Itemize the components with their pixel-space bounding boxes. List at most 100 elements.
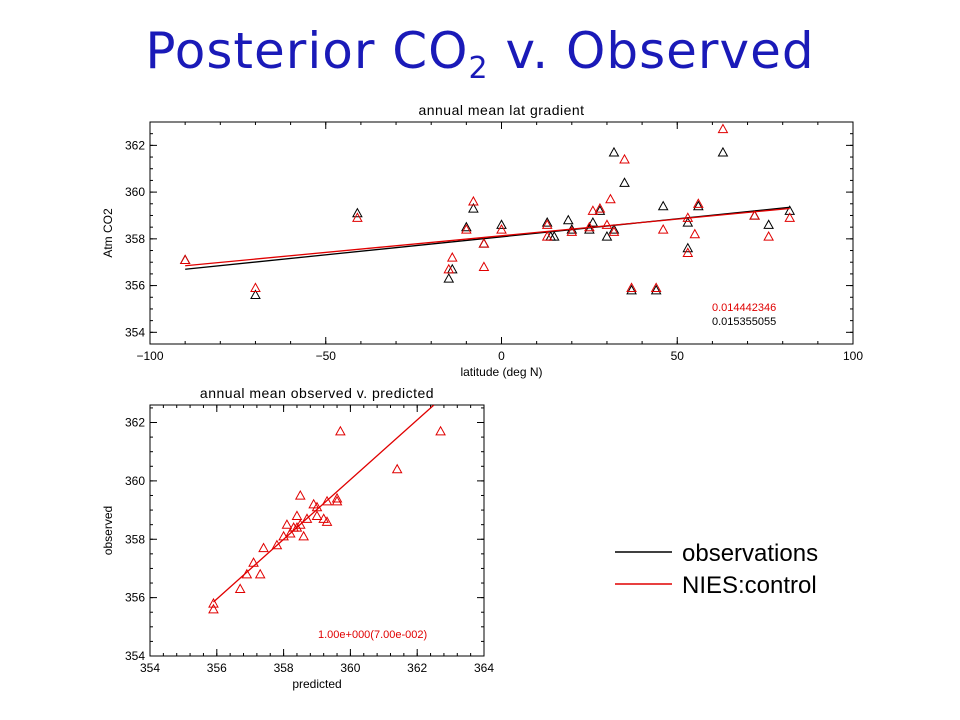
data-point-nies-control <box>294 519 306 529</box>
y-tick-label: 356 <box>125 279 145 293</box>
data-point-nies-control <box>601 219 613 229</box>
data-point-nies-control <box>284 527 296 538</box>
data-point-observations <box>626 284 637 295</box>
data-point-observations <box>179 254 191 264</box>
data-point-nies-control <box>566 226 578 236</box>
x-tick-label: 100 <box>843 349 863 363</box>
data-point-nies-control <box>541 230 553 241</box>
x-tick-label: 356 <box>207 661 227 675</box>
legend-label-nies-control: NIES:control <box>682 572 817 599</box>
y-axis-title: observed <box>101 506 115 555</box>
data-point-nies-control <box>478 261 490 271</box>
series-layer <box>208 405 446 614</box>
data-point-nies-control <box>179 254 191 264</box>
data-point-observations <box>594 205 606 215</box>
x-tick-label: −50 <box>316 349 337 363</box>
data-point-nies-control <box>291 522 303 532</box>
trend-line-nies-control <box>185 207 790 267</box>
data-point-observations <box>478 237 490 248</box>
title-main: Posterior CO <box>145 22 469 80</box>
x-tick-label: 358 <box>274 661 294 675</box>
data-point-nies-control <box>294 489 306 500</box>
data-point-nies-control <box>254 568 266 579</box>
data-point-nies-control <box>478 237 490 248</box>
data-point-nies-control <box>352 212 363 222</box>
y-tick-label: 360 <box>125 474 145 488</box>
data-point-observations <box>601 230 613 241</box>
plot-title: annual mean observed v. predicted <box>200 385 434 401</box>
data-point-nies-control <box>271 539 283 550</box>
data-point-observations <box>608 146 620 157</box>
data-point-observations <box>682 242 694 253</box>
data-point-observations <box>562 214 574 225</box>
data-point-nies-control <box>208 603 219 614</box>
data-point-nies-control <box>594 202 606 213</box>
data-point-nies-control <box>258 542 269 553</box>
x-tick-label: 354 <box>140 661 160 675</box>
title-subscript: 2 <box>468 51 489 86</box>
data-point-nies-control <box>311 510 323 521</box>
data-point-observations <box>443 273 455 283</box>
annotation-1: 1.00e+000(7.00e-002) <box>318 629 427 641</box>
data-point-observations <box>541 216 553 227</box>
y-tick-label: 362 <box>125 416 145 430</box>
data-point-nies-control <box>208 597 219 608</box>
y-tick-label: 360 <box>125 185 145 199</box>
data-point-observations <box>619 177 630 187</box>
data-point-observations <box>682 216 694 227</box>
data-point-nies-control <box>541 219 553 229</box>
data-point-nies-control <box>608 226 620 236</box>
data-point-nies-control <box>241 568 253 579</box>
data-point-nies-control <box>391 463 403 474</box>
plot-frame <box>149 404 485 657</box>
data-point-nies-control <box>605 193 616 204</box>
chart-2: annual mean observed v. predicted 354 356 3… <box>101 385 494 691</box>
data-point-nies-control <box>248 557 259 567</box>
data-point-nies-control <box>626 282 637 293</box>
data-point-observations <box>496 219 507 229</box>
data-point-nies-control <box>749 209 760 220</box>
data-point-observations <box>352 207 363 218</box>
data-point-nies-control <box>301 513 313 523</box>
data-point-observations <box>692 200 704 211</box>
data-point-observations <box>584 223 595 234</box>
data-point-observations <box>587 216 599 227</box>
y-axis-title: Atm CO2 <box>101 208 115 258</box>
data-point-observations <box>608 223 620 234</box>
x-tick-label: 50 <box>671 349 685 363</box>
y-tick-label: 358 <box>125 532 145 546</box>
data-point-nies-control <box>650 282 662 293</box>
annotation-1: 0.014442346 <box>712 302 776 314</box>
data-point-nies-control <box>446 252 458 262</box>
x-axis-title: predicted <box>292 677 341 691</box>
series-layer <box>179 123 796 300</box>
data-point-nies-control <box>468 195 479 206</box>
data-point-observations <box>784 205 796 215</box>
data-point-nies-control <box>619 153 630 164</box>
data-point-nies-control <box>234 583 246 593</box>
data-point-nies-control <box>443 263 455 274</box>
data-point-nies-control <box>784 212 796 222</box>
data-point-nies-control <box>250 282 261 293</box>
y-tick-label: 362 <box>125 138 145 152</box>
data-point-observations <box>250 289 261 300</box>
y-tick-label: 356 <box>125 591 145 605</box>
legend-label-observations: observations <box>682 540 818 567</box>
annotation-2: 0.015355055 <box>712 316 776 328</box>
data-point-nies-control <box>335 425 346 436</box>
data-point-nies-control <box>689 228 701 239</box>
legend: observations NIES:control <box>615 540 818 599</box>
x-tick-label: 364 <box>474 661 494 675</box>
data-point-nies-control <box>435 425 446 436</box>
y-tick-label: 358 <box>125 232 145 246</box>
data-point-nies-control <box>461 223 472 234</box>
x-tick-label: 0 <box>498 349 505 363</box>
chart-1: annual mean lat gradient −100 −50 0 50 100 354… <box>101 102 863 379</box>
data-point-nies-control <box>298 530 309 541</box>
x-tick-label: 362 <box>407 661 427 675</box>
data-point-nies-control <box>587 205 599 215</box>
title-tail: v. Observed <box>488 22 815 80</box>
y-tick-label: 354 <box>125 325 145 339</box>
data-point-nies-control <box>717 123 729 134</box>
